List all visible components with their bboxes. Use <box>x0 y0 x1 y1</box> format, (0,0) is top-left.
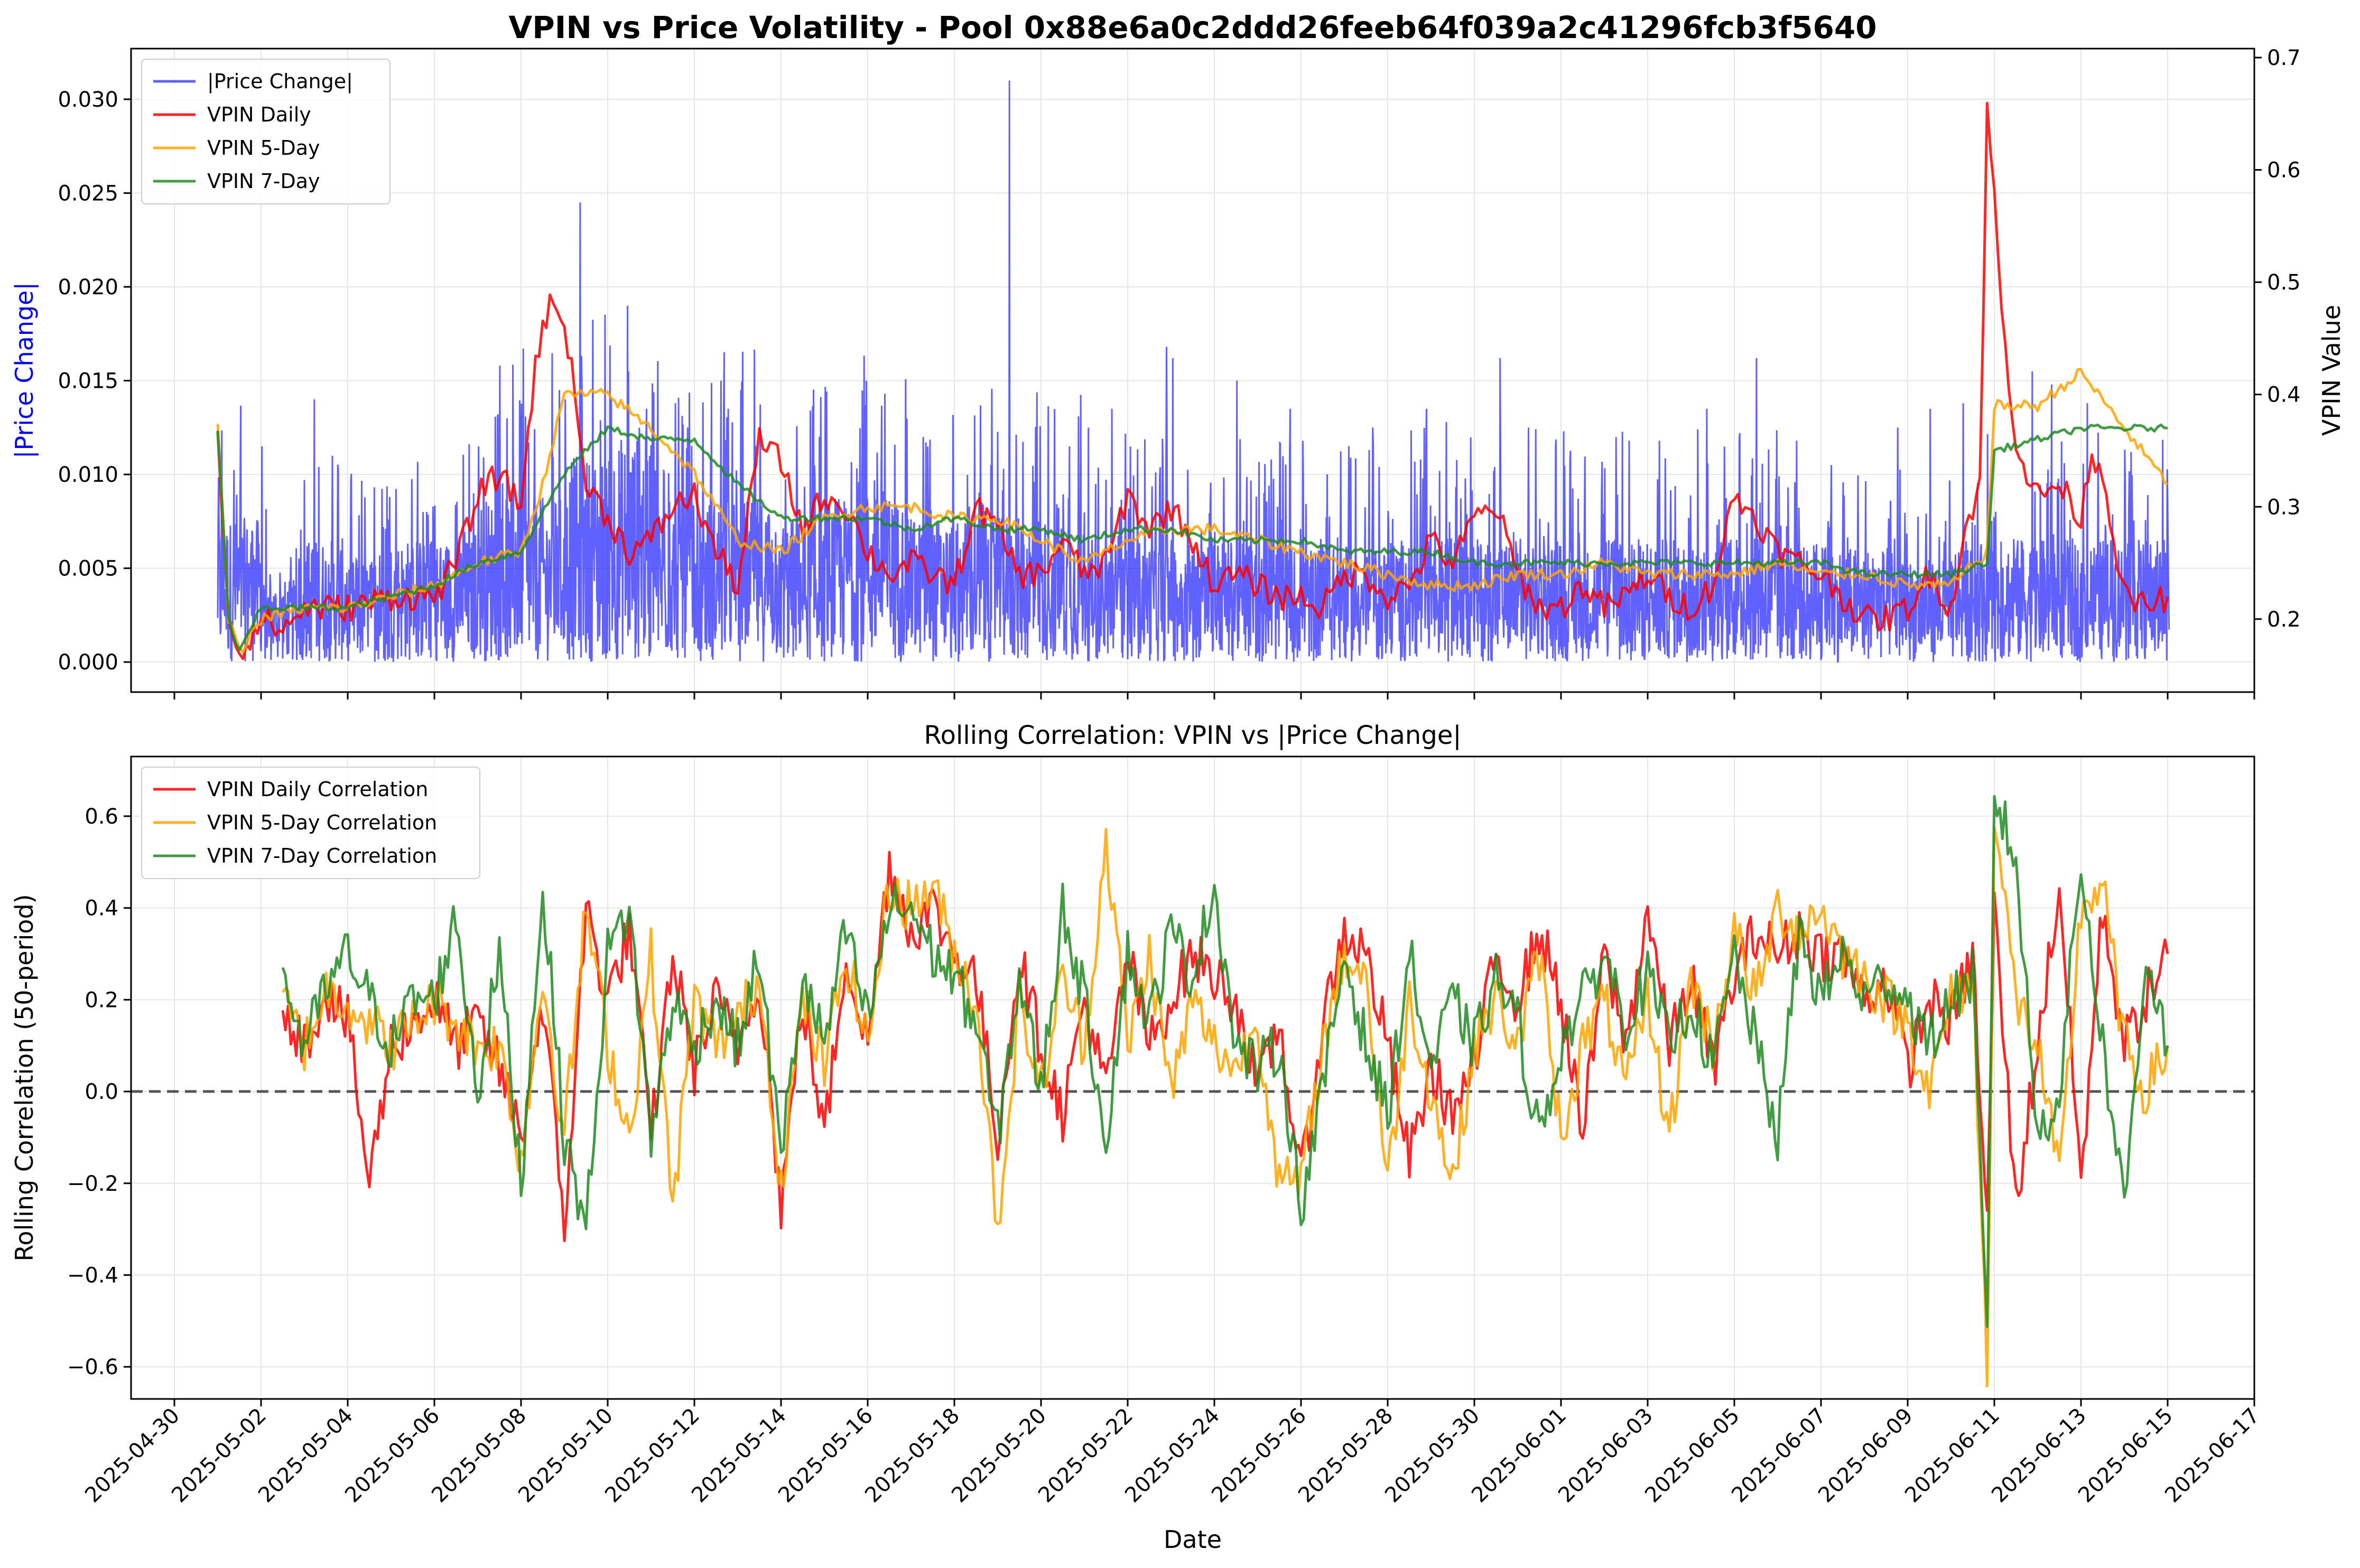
legend-label: VPIN Daily Correlation <box>207 778 428 801</box>
y-tick-label: 0.020 <box>58 275 118 300</box>
legend-box <box>141 59 391 204</box>
top-right-y-axis: 0.2 0.3 0.4 0.5 0.6 0.7 <box>2254 46 2301 632</box>
legend-label: VPIN 7-Day Correlation <box>207 844 437 867</box>
bottom-axes-frame <box>130 755 2255 1400</box>
y-tick-label: 0.7 <box>2267 46 2301 70</box>
series-vpin-7day <box>216 423 2168 651</box>
top-right-y-axis-label: VPIN Value <box>2317 305 2346 436</box>
series-vpin-daily <box>216 101 2169 660</box>
y-tick-label: 0.030 <box>58 88 118 112</box>
bottom-x-axis: 2025-04-302025-05-022025-05-042025-05-06… <box>80 1399 2264 1507</box>
y-tick-label: 0.4 <box>85 897 118 921</box>
x-axis-label: Date <box>1164 1525 1222 1554</box>
bottom-plot-area <box>131 795 2254 1388</box>
y-tick-label: 0.025 <box>58 181 118 206</box>
y-tick-label: 0.6 <box>2267 158 2301 183</box>
legend-box <box>141 767 480 879</box>
bottom-legend: VPIN Daily Correlation VPIN 5-Day Correla… <box>141 767 480 879</box>
y-tick-label: 0.000 <box>58 650 118 675</box>
chart-title: VPIN vs Price Volatility - Pool 0x88e6a0… <box>508 10 1876 45</box>
y-tick-label: 0.2 <box>2267 608 2301 632</box>
legend-label: VPIN Daily <box>207 103 311 126</box>
legend-label: VPIN 7-Day <box>207 170 320 193</box>
series-7day-correlation <box>281 795 2169 1328</box>
series-vpin-5day <box>216 368 2169 654</box>
legend-label: VPIN 5-Day <box>207 136 320 160</box>
y-tick-label: 0.015 <box>58 369 118 394</box>
top-plot-area <box>216 80 2170 663</box>
y-tick-label: 0.2 <box>85 988 118 1012</box>
legend-label: |Price Change| <box>207 70 353 94</box>
y-tick-label: −0.6 <box>67 1355 118 1379</box>
top-left-y-axis: 0.000 0.005 0.010 0.015 0.020 0.025 0.030 <box>58 88 131 675</box>
y-tick-label: 0.4 <box>2267 383 2301 407</box>
bottom-y-axis-label: Rolling Correlation (50-period) <box>10 894 39 1261</box>
y-tick-label: −0.2 <box>67 1172 118 1196</box>
top-legend: |Price Change| VPIN Daily VPIN 5-Day VPIN 7… <box>141 59 391 204</box>
series-daily-correlation <box>281 851 2169 1243</box>
top-axes-frame <box>130 48 2255 693</box>
y-tick-label: 0.0 <box>85 1080 118 1104</box>
y-tick-label: 0.005 <box>58 557 118 581</box>
bottom-y-axis: −0.6 −0.4 −0.2 0.0 0.2 0.4 0.6 <box>67 805 131 1379</box>
y-tick-label: 0.5 <box>2267 270 2301 295</box>
series-5day-correlation <box>281 826 2169 1388</box>
subplot-title: Rolling Correlation: VPIN vs |Price Chan… <box>924 721 1461 750</box>
y-tick-label: 0.010 <box>58 463 118 487</box>
y-tick-label: −0.4 <box>67 1263 118 1287</box>
legend-label: VPIN 5-Day Correlation <box>207 811 437 834</box>
y-tick-label: 0.6 <box>85 805 118 829</box>
top-x-axis <box>173 692 2255 699</box>
top-y-axis-label: |Price Change| <box>10 282 39 459</box>
y-tick-label: 0.3 <box>2267 495 2301 519</box>
